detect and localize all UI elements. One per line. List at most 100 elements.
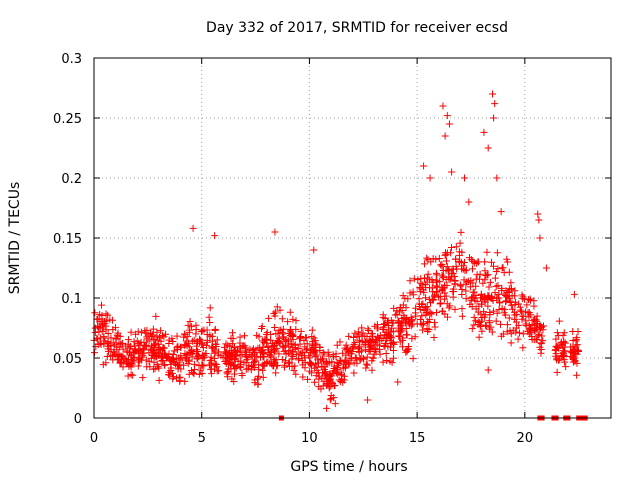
data-point — [236, 361, 244, 369]
data-point — [243, 356, 251, 364]
data-point — [117, 352, 125, 360]
data-point — [167, 364, 175, 372]
y-tick-label: 0.05 — [53, 352, 82, 367]
data-point — [511, 287, 519, 295]
data-point — [354, 344, 362, 352]
data-point — [311, 378, 319, 386]
data-point — [109, 352, 117, 360]
data-point — [159, 356, 167, 364]
data-point — [408, 317, 416, 325]
data-point — [209, 344, 217, 352]
data-point — [149, 347, 157, 355]
data-point-outlier — [570, 290, 578, 298]
data-point — [475, 333, 483, 341]
y-tick-label: 0.1 — [61, 292, 82, 307]
data-point — [236, 333, 244, 341]
data-point — [498, 284, 506, 292]
data-point — [314, 369, 322, 377]
data-point — [410, 275, 418, 283]
data-point — [409, 355, 417, 363]
data-point — [280, 343, 288, 351]
data-point — [326, 396, 334, 404]
y-tick-label: 0.3 — [61, 52, 82, 67]
data-point — [301, 364, 309, 372]
data-point — [170, 356, 178, 364]
data-point — [291, 341, 299, 349]
data-point — [267, 360, 275, 368]
data-point — [308, 333, 316, 341]
data-point — [284, 318, 292, 326]
data-point — [446, 302, 454, 310]
data-point — [332, 353, 340, 361]
data-point — [151, 365, 159, 373]
data-point — [346, 360, 354, 368]
data-point — [499, 330, 507, 338]
data-point — [436, 278, 444, 286]
data-point — [483, 248, 491, 256]
data-point — [452, 255, 460, 263]
data-point — [91, 309, 99, 317]
data-point — [290, 367, 298, 375]
data-point — [140, 345, 148, 353]
data-point — [146, 363, 154, 371]
data-point — [313, 351, 321, 359]
data-point — [381, 320, 389, 328]
data-point — [213, 367, 221, 375]
data-point — [256, 353, 264, 361]
data-point — [402, 348, 410, 356]
data-point — [441, 251, 449, 259]
data-point — [226, 352, 234, 360]
data-point — [475, 275, 483, 283]
data-point — [484, 302, 492, 310]
x-tick-label: 10 — [301, 431, 318, 446]
data-point — [241, 332, 249, 340]
data-point — [519, 312, 527, 320]
data-point — [155, 376, 163, 384]
data-point — [555, 356, 563, 364]
data-point — [419, 319, 427, 327]
data-point — [389, 347, 397, 355]
data-point — [317, 355, 325, 363]
data-point — [273, 303, 281, 311]
data-point — [187, 323, 195, 331]
data-point — [292, 370, 300, 378]
data-point-outlier — [491, 100, 499, 108]
data-point — [206, 304, 214, 312]
data-point — [365, 338, 373, 346]
data-point — [299, 373, 307, 381]
data-point — [340, 372, 348, 380]
data-point — [272, 369, 280, 377]
data-point — [169, 337, 177, 345]
data-point — [507, 279, 515, 287]
data-point — [491, 274, 499, 282]
data-point — [317, 385, 325, 393]
data-point — [198, 341, 206, 349]
data-point-outlier — [310, 246, 318, 254]
data-point — [152, 312, 160, 320]
data-point — [185, 370, 193, 378]
data-point — [238, 371, 246, 379]
data-point — [409, 291, 417, 299]
data-point — [242, 359, 250, 367]
data-point — [386, 337, 394, 345]
data-point — [483, 271, 491, 279]
data-point — [484, 271, 492, 279]
data-point — [207, 353, 215, 361]
data-point — [355, 331, 363, 339]
data-point — [267, 336, 275, 344]
data-point — [255, 372, 263, 380]
data-point-outlier — [490, 114, 498, 122]
data-point — [263, 328, 271, 336]
data-point — [428, 284, 436, 292]
data-point — [212, 340, 220, 348]
data-point — [379, 311, 387, 319]
data-point — [271, 312, 279, 320]
data-point — [488, 328, 496, 336]
data-point — [198, 361, 206, 369]
data-point — [455, 258, 463, 266]
data-point — [102, 322, 110, 330]
x-tick-label: 20 — [517, 431, 534, 446]
data-point — [354, 328, 362, 336]
data-point — [134, 350, 142, 358]
